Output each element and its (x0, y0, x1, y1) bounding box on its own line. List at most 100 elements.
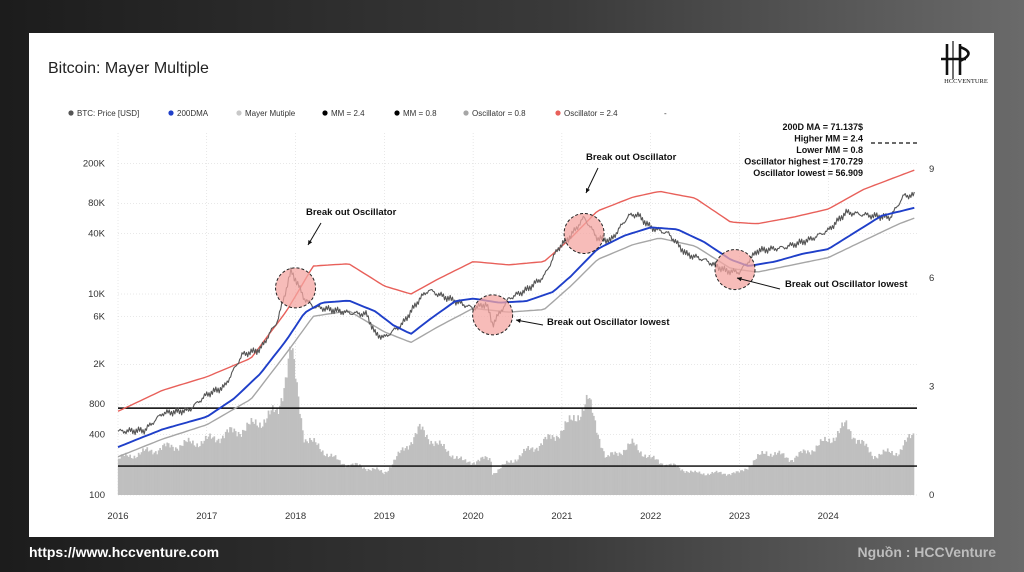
mayer-bar (184, 441, 187, 495)
mayer-bar (611, 452, 614, 495)
mayer-bar (804, 450, 806, 495)
info-line: Higher MM = 2.4 (794, 134, 863, 144)
mayer-bar (814, 451, 816, 495)
mayer-bar (905, 441, 908, 495)
mayer-bar (323, 455, 326, 495)
mayer-bar (769, 453, 772, 495)
mayer-bar (801, 453, 804, 495)
hcc-logo-mark (941, 41, 970, 79)
mayer-bar (437, 444, 440, 495)
mayer-bar (662, 466, 665, 495)
chart-title: Bitcoin: Mayer Multiple (48, 60, 209, 77)
mayer-bar (864, 445, 866, 495)
mayer-bar (640, 451, 642, 495)
mayer-bar (674, 464, 677, 495)
mayer-bar (224, 431, 227, 495)
mayer-bar (856, 440, 859, 495)
mayer-bar (771, 456, 774, 495)
mayer-bar (618, 452, 621, 495)
mayer-bar (797, 456, 799, 495)
mayer-bar (725, 475, 728, 495)
mayer-bar (717, 472, 719, 495)
mayer-bar (747, 469, 749, 495)
mayer-bar (882, 449, 885, 495)
mayer-bar (565, 422, 568, 495)
mayer-bar (670, 463, 672, 495)
mayer-bar (330, 453, 333, 495)
mayer-bar (504, 463, 507, 495)
mayer-bar (293, 359, 296, 495)
mayer-bar (376, 467, 378, 495)
mayer-bar (752, 460, 755, 495)
mayer-bar (904, 439, 906, 495)
mayer-bar (858, 439, 861, 495)
mayer-bar (874, 456, 876, 495)
mayer-bar (327, 457, 330, 495)
oscillator-0-8-line (117, 217, 915, 458)
mayer-bar (511, 462, 514, 495)
mayer-bar (644, 454, 647, 495)
legend-swatch (394, 110, 400, 116)
mayer-bar (485, 457, 488, 495)
website-url[interactable]: https://www.hccventure.com (29, 544, 220, 560)
mayer-bar (193, 445, 196, 495)
mayer-bar (346, 465, 348, 495)
x-tick-label: 2020 (463, 511, 484, 522)
mayer-bar (594, 420, 597, 495)
mayer-bar (426, 435, 428, 495)
mayer-bar (600, 447, 602, 495)
mayer-bar (513, 462, 515, 495)
mayer-bar (117, 458, 120, 495)
mayer-bar (177, 450, 180, 495)
mayer-bar (471, 463, 474, 495)
mayer-bar (475, 461, 478, 495)
mayer-bar (537, 450, 540, 495)
mayer-bar (727, 474, 729, 495)
mayer-bar (541, 444, 544, 495)
mayer-bar (888, 451, 891, 495)
mayer-bar (159, 447, 161, 495)
mayer-bar (470, 464, 472, 495)
mayer-bar (645, 457, 648, 495)
mayer-bar (350, 464, 353, 495)
mayer-bar (368, 469, 371, 495)
mayer-bar (621, 455, 624, 495)
legend-item: Oscillator = 2.4 (555, 109, 618, 118)
mayer-bar (256, 425, 258, 495)
mayer-bar (631, 438, 634, 495)
mayer-bar (794, 457, 796, 495)
mayer-bar (789, 460, 792, 495)
mayer-bar (460, 456, 463, 495)
mayer-bar (697, 472, 699, 495)
mayer-bar (152, 454, 154, 495)
y-left-tick-label: 2K (93, 359, 105, 370)
mayer-bar (879, 454, 882, 495)
y-left-tick-label: 10K (88, 289, 106, 300)
mayer-bar (894, 455, 896, 495)
mayer-bar (480, 457, 482, 495)
mayer-bar (595, 432, 598, 495)
mayer-bar (791, 460, 794, 495)
mayer-bar (572, 415, 575, 495)
mayer-bar (373, 468, 375, 495)
mayer-bar (614, 451, 617, 495)
legend-item: Oscillator = 0.8 (463, 109, 526, 118)
mayer-bar (651, 457, 654, 495)
mayer-bar (521, 453, 524, 495)
mayer-bar (892, 455, 895, 495)
mayer-bar (744, 468, 746, 495)
mayer-bar (792, 461, 795, 495)
mayer-bar (216, 440, 219, 495)
mayer-bar (434, 441, 437, 495)
mayer-bar (186, 442, 189, 495)
mayer-bar (354, 462, 357, 495)
mayer-bar (233, 428, 236, 495)
info-line: 200D MA = 71.137$ (783, 122, 863, 132)
mayer-bar (306, 441, 308, 495)
mayer-bar (279, 405, 281, 495)
mayer-bar (687, 472, 689, 495)
mayer-bar (416, 434, 418, 495)
chart-card: Bitcoin: Mayer Multiple HCCVENTURE BTC: … (29, 33, 994, 537)
mayer-bar (550, 438, 552, 495)
info-line: Lower MM = 0.8 (796, 145, 863, 155)
